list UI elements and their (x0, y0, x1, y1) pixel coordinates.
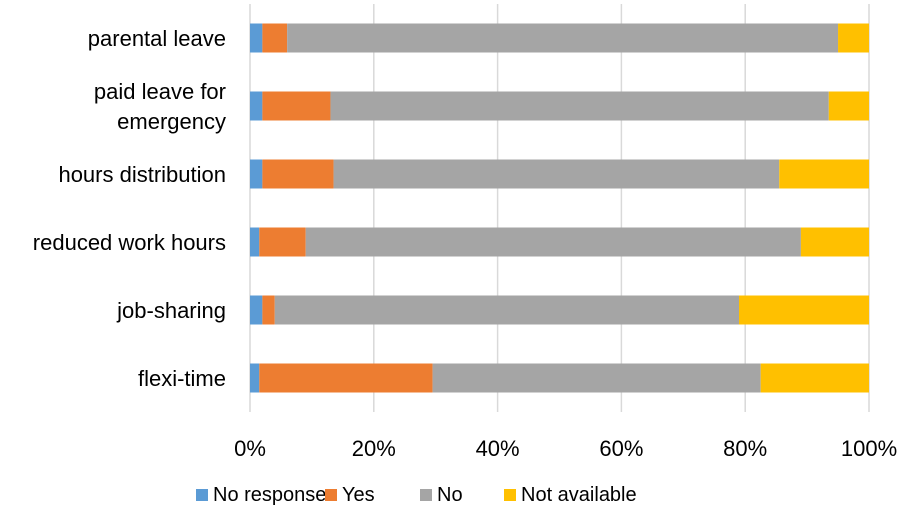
bar-segment (432, 363, 761, 393)
legend-label: No response (213, 484, 326, 506)
legend-label: Not available (521, 484, 637, 506)
bar-segment (250, 91, 263, 121)
legend-swatch (325, 489, 337, 501)
category-label: paid leave for (94, 79, 226, 104)
bar-segment (800, 227, 869, 257)
bar-segment (333, 159, 780, 189)
bar-segment (274, 295, 740, 325)
category-label: reduced work hours (33, 230, 226, 255)
x-tick-label: 80% (723, 436, 767, 461)
bar-segment (250, 227, 260, 257)
x-tick-labels: 0% 20% 40% 60% 80% 100% (234, 436, 897, 461)
category-label: job-sharing (116, 298, 226, 323)
bar-segment (250, 363, 260, 393)
bar-segment (838, 23, 869, 53)
x-tick-label: 0% (234, 436, 266, 461)
bars (250, 23, 869, 393)
bar-segment (262, 295, 275, 325)
category-labels: parental leave paid leave for emergency hou… (33, 26, 226, 391)
legend-swatch (420, 489, 432, 501)
category-label: hours distribution (58, 162, 226, 187)
category-label: parental leave (88, 26, 226, 51)
bar-segment (828, 91, 869, 121)
bar-segment (259, 363, 433, 393)
bar-segment (760, 363, 869, 393)
bar-segment (779, 159, 869, 189)
gridlines (249, 4, 870, 412)
bar-segment (262, 159, 334, 189)
x-tick-label: 60% (599, 436, 643, 461)
x-tick-label: 100% (841, 436, 897, 461)
bar-segment (262, 91, 331, 121)
x-tick-label: 40% (476, 436, 520, 461)
bar-segment (330, 91, 829, 121)
bar-segment (250, 159, 263, 189)
bar-segment (250, 23, 263, 53)
bar-segment (305, 227, 801, 257)
legend-swatch (196, 489, 208, 501)
legend-swatch (504, 489, 516, 501)
legend-label: No (437, 484, 463, 506)
category-label: flexi-time (138, 366, 226, 391)
bar-segment (739, 295, 869, 325)
bar-segment (287, 23, 839, 53)
bar-segment (262, 23, 288, 53)
bar-segment (259, 227, 306, 257)
x-tick-label: 20% (352, 436, 396, 461)
legend: No response Yes No Not available (196, 484, 637, 506)
bar-segment (250, 295, 263, 325)
legend-label: Yes (342, 484, 375, 506)
category-label: emergency (117, 109, 226, 134)
